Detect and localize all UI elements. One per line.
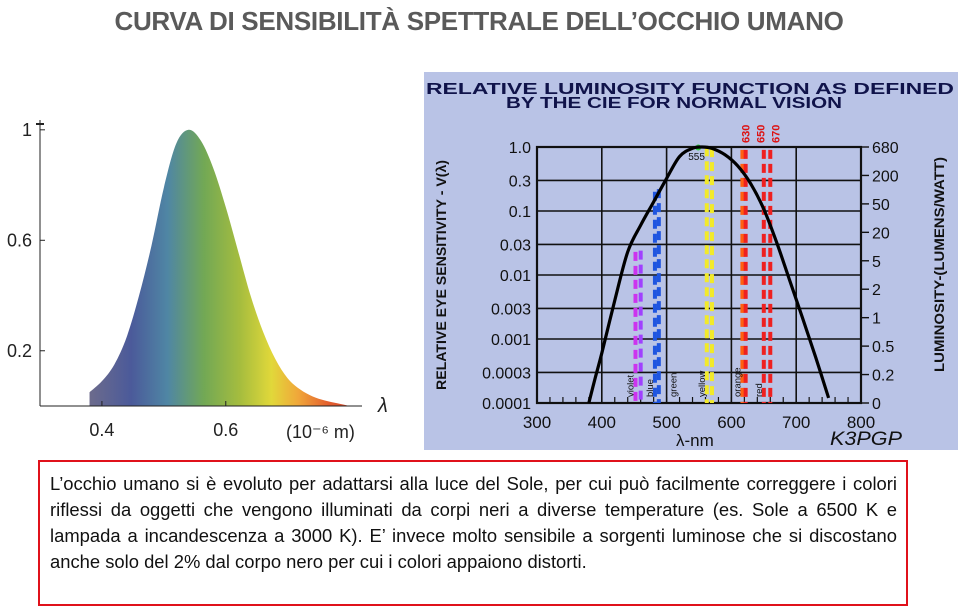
color-band-label: yellow: [697, 370, 708, 397]
color-band-label: orange: [732, 367, 743, 397]
color-band-label: blue: [645, 379, 656, 397]
slide-title: CURVA DI SENSIBILITÀ SPETTRALE DELL’OCCH…: [114, 6, 844, 36]
wavelength-mark: 650: [756, 125, 768, 143]
logo-k3pgp: K3PGP: [830, 429, 902, 450]
x-tick-label: 600: [717, 413, 745, 432]
y2-tick-label: 680: [872, 140, 899, 157]
x-tick-label: 800: [847, 413, 875, 432]
x-tick-label: 700: [782, 413, 810, 432]
x-axis-unit: (10⁻⁶ m): [286, 422, 355, 442]
x-tick-label: 0.6: [213, 420, 238, 440]
caption-text: L’occhio umano si è evoluto per adattars…: [50, 473, 897, 572]
wavelength-mark: 630: [741, 125, 753, 143]
y-tick-label: 0.2: [7, 341, 32, 361]
color-band-label-green: green: [668, 373, 679, 397]
spectral-sensitivity-chart: 0.2 0.6 1 0.4 0.6 λ (10⁻⁶ m): [7, 120, 388, 442]
wavelength-mark: 670: [770, 125, 782, 143]
y-tick-label: 0.3: [509, 173, 531, 190]
y-tick-label: 0.0001: [482, 396, 531, 413]
y2-tick-label: 2: [872, 282, 881, 299]
y-tick-label: 0.01: [500, 268, 531, 285]
y2-tick-label: 50: [872, 197, 890, 214]
y-axis-label: RELATIVE EYE SENSITIVITY - V(λ): [433, 160, 449, 390]
chart-title-line-2: BY THE CIE FOR NORMAL VISION: [506, 95, 842, 112]
y-tick-label: 0.6: [7, 230, 32, 250]
cie-luminosity-chart: RELATIVE LUMINOSITY FUNCTION AS DEFINED …: [424, 72, 958, 450]
x-tick-label: 500: [652, 413, 680, 432]
y-tick-label: 0.03: [500, 237, 531, 254]
y-tick-label: 0.0003: [482, 365, 531, 382]
y2-tick-label: 0.5: [872, 339, 894, 356]
x-tick-label: 400: [588, 413, 616, 432]
y-tick-label: 0.003: [491, 301, 531, 318]
peak-label: 555: [688, 152, 705, 163]
x-tick-label: 300: [523, 413, 551, 432]
y-tick-label: 1: [22, 120, 32, 140]
y2-tick-label: 0: [872, 396, 881, 413]
y-tick-label: 0.001: [491, 332, 531, 349]
y-tick-label: 0.1: [509, 204, 531, 221]
x-axis-label: λ-nm: [676, 431, 714, 450]
y2-tick-label: 20: [872, 225, 890, 242]
color-band-label: violet: [625, 374, 636, 397]
x-axis-label: λ: [377, 395, 388, 417]
y-tick-label: 1.0: [509, 140, 531, 157]
y2-tick-label: 5: [872, 254, 881, 271]
color-band-label: red: [754, 383, 765, 397]
y2-tick-label: 200: [872, 168, 899, 185]
y2-axis-label: LUMINOSITY-(LUMENS/WATT): [932, 157, 947, 372]
y2-tick-label: 1: [872, 311, 881, 328]
caption-box: L’occhio umano si è evoluto per adattars…: [38, 460, 908, 606]
y2-tick-label: 0.2: [872, 368, 894, 385]
luminosity-curve: [587, 145, 831, 404]
x-tick-label: 0.4: [89, 420, 114, 440]
chart-title-line-1: RELATIVE LUMINOSITY FUNCTION AS DEFINED: [426, 81, 954, 98]
sensitivity-area: [89, 129, 350, 406]
